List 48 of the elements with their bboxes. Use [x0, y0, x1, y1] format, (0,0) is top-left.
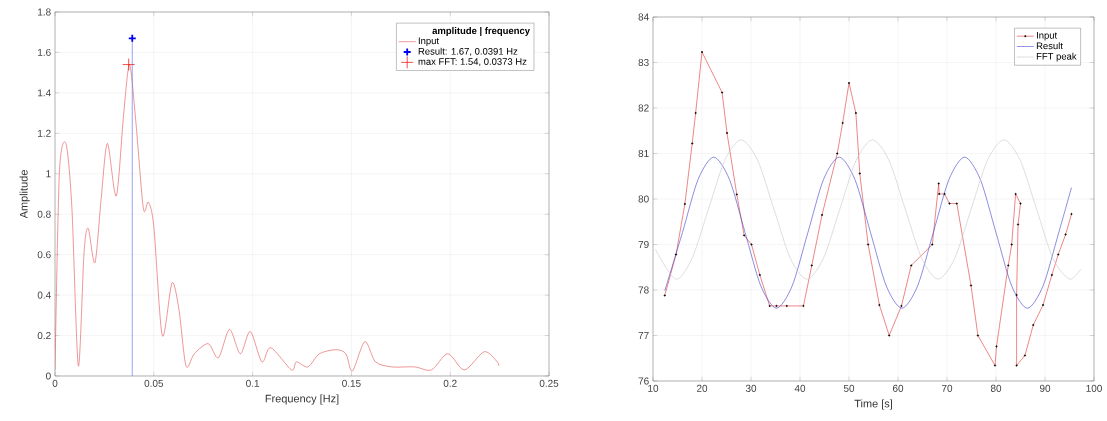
- x-tick-label: 0.05: [144, 379, 164, 387]
- legend-label: Input: [1036, 32, 1058, 41]
- y-tick-label: 1.8: [38, 8, 51, 16]
- x-axis-title: Time [s]: [854, 399, 892, 410]
- legend-label: Result: 1.67, 0.0391 Hz: [418, 47, 518, 56]
- x-tick-label: 70: [941, 384, 953, 392]
- y-tick-label: 78: [638, 286, 649, 294]
- y-tick-label: 0.2: [37, 332, 51, 340]
- y-tick-label: 77: [638, 332, 649, 339]
- line-series: [655, 139, 1082, 280]
- legend-label: Input: [418, 37, 439, 47]
- y-axis-title: Amplitude: [19, 170, 30, 219]
- legend-label: max FFT: 1.54, 0.0373 Hz: [418, 58, 527, 67]
- x-tick-label: 0.15: [342, 379, 361, 387]
- y-tick-label: 0: [46, 372, 51, 380]
- x-tick-label: 60: [892, 384, 904, 392]
- x-tick-label: 100: [1086, 384, 1102, 392]
- legend-label: Result: [1036, 42, 1063, 50]
- x-tick-label: 50: [843, 384, 855, 392]
- y-tick-label: 1.2: [38, 129, 51, 137]
- y-tick-label: 80: [638, 195, 649, 203]
- y-tick-label: 0.6: [37, 251, 51, 259]
- x-tick-label: 80: [990, 384, 1002, 392]
- y-tick-label: 84: [638, 13, 649, 21]
- y-tick-label: 82: [638, 104, 649, 112]
- y-tick-label: 81: [638, 149, 649, 158]
- legend-title: amplitude | frequency: [432, 27, 530, 37]
- y-tick-label: 1.6: [38, 48, 51, 56]
- x-tick-label: 90: [1039, 384, 1051, 392]
- x-tick-label: 10: [648, 384, 659, 392]
- x-tick-label: 40: [794, 384, 806, 392]
- x-tick-label: 0.2: [443, 379, 457, 387]
- y-tick-label: 1: [46, 170, 51, 178]
- y-tick-label: 76: [638, 377, 649, 385]
- x-tick-label: 20: [696, 384, 708, 392]
- x-tick-label: 0.1: [246, 379, 260, 387]
- line-series: [55, 64, 499, 372]
- y-tick-label: 0.4: [37, 291, 51, 299]
- y-tick-label: 83: [638, 58, 649, 67]
- y-tick-label: 1.4: [38, 89, 51, 97]
- x-tick-label: 0.25: [539, 379, 559, 387]
- y-tick-label: 79: [638, 240, 649, 249]
- y-tick-label: 0.8: [37, 210, 51, 218]
- line-series: [664, 156, 1072, 309]
- x-axis-title: Frequency [Hz]: [265, 394, 339, 405]
- legend-label: FFT peak: [1036, 52, 1077, 62]
- x-tick-label: 0: [52, 379, 58, 387]
- x-tick-label: 30: [745, 384, 757, 392]
